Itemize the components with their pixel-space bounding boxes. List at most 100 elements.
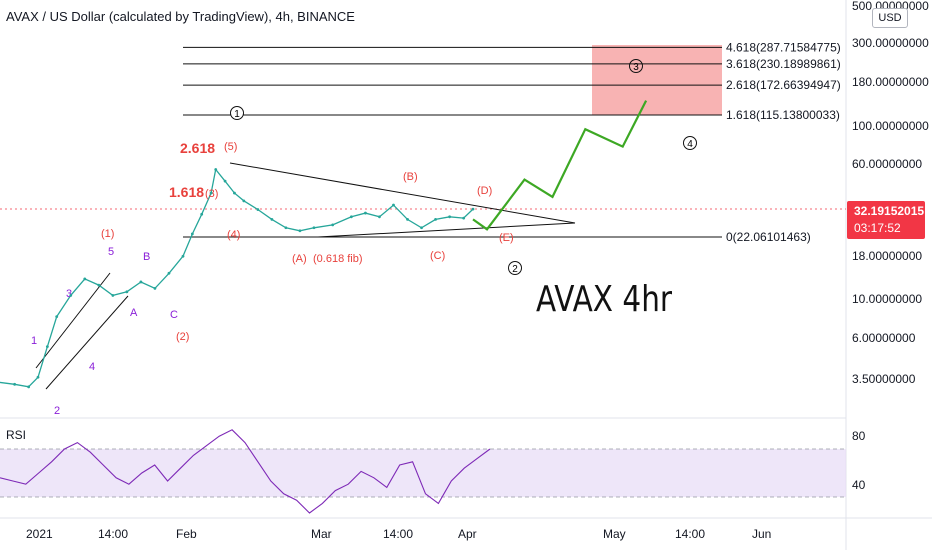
subwave-4: 4 xyxy=(89,361,95,373)
subwave-5: 5 xyxy=(108,246,114,258)
fib-0618-note: (0.618 fib) xyxy=(313,253,363,265)
wave-label-d-paren: (D) xyxy=(477,185,492,197)
rsi-title: RSI xyxy=(6,428,27,442)
subwave-1: 1 xyxy=(31,335,37,347)
price-point xyxy=(83,277,87,281)
price-tick: 180.00000000 xyxy=(852,75,929,89)
price-tick: 100.00000000 xyxy=(852,119,929,133)
fib-label: 2.618(172.66394947) xyxy=(726,78,841,92)
purple-wave-labels: 1 2 3 4 5 A B C xyxy=(31,246,178,417)
time-tick: May xyxy=(603,527,626,541)
time-tick: 14:00 xyxy=(98,527,128,541)
wave-label-a-paren: (A) xyxy=(292,253,307,265)
time-tick: 14:00 xyxy=(383,527,413,541)
fib-levels: 4.618(287.71584775) 3.618(230.18989861) 2.… xyxy=(183,40,841,244)
price-point xyxy=(45,345,49,348)
fib-label: 1.618(115.13800033) xyxy=(726,108,840,122)
price-point xyxy=(223,179,227,183)
circled-wave-2: 2 xyxy=(508,261,522,275)
price-point xyxy=(55,315,59,319)
wedge-upper-line xyxy=(35,272,111,369)
projection-path xyxy=(472,100,648,231)
price-point xyxy=(13,382,17,386)
price-point xyxy=(97,283,101,287)
price-axis: 500.00000000 300.00000000 180.00000000 1… xyxy=(852,0,929,492)
price-point xyxy=(471,207,475,211)
price-point xyxy=(153,286,157,290)
price-tick: 10.00000000 xyxy=(852,292,922,306)
last-price-value: 32.19152015 xyxy=(854,204,925,218)
triangle-lower-line xyxy=(317,222,576,238)
wave-label-e-paren: (E) xyxy=(499,232,514,244)
fib-label: 0(22.06101463) xyxy=(726,230,811,244)
circled-wave-4-label: 4 xyxy=(687,139,693,150)
price-tick: 3.50000000 xyxy=(852,372,916,386)
price-point xyxy=(209,191,213,195)
price-point xyxy=(392,203,395,207)
subwave-a: A xyxy=(130,307,138,319)
wave-label-1-paren: (1) xyxy=(101,228,114,240)
last-price-tag: 32.19152015 03:17:52 xyxy=(847,201,925,239)
price-point xyxy=(349,215,353,219)
fib-ratio-1618: 1.618 xyxy=(169,184,204,200)
price-tick: 6.00000000 xyxy=(852,331,916,345)
price-tick: 60.00000000 xyxy=(852,157,922,171)
time-tick: 14:00 xyxy=(675,527,705,541)
wave-label-5-paren: (5) xyxy=(224,141,237,153)
price-point xyxy=(448,215,452,219)
price-point xyxy=(434,217,437,221)
price-point xyxy=(200,212,204,216)
wedge-lower-line xyxy=(45,295,129,390)
triangle-upper-line xyxy=(229,162,576,224)
currency-selector[interactable]: USD xyxy=(872,8,908,28)
price-point xyxy=(406,217,409,221)
price-point xyxy=(27,385,31,389)
time-axis: 2021 14:00 Feb Mar 14:00 Apr May 14:00 J… xyxy=(26,527,771,541)
price-point xyxy=(111,294,115,297)
price-point xyxy=(69,294,73,297)
price-point xyxy=(167,271,171,275)
price-point xyxy=(181,254,185,258)
circled-wave-1: 1 xyxy=(230,106,244,120)
price-series-line xyxy=(0,168,474,388)
price-point xyxy=(214,168,218,171)
price-point xyxy=(139,280,143,284)
time-tick: Jun xyxy=(752,527,771,541)
wave-label-4-paren: (4) xyxy=(227,229,240,241)
price-point xyxy=(284,226,288,230)
wave-label-b-paren: (B) xyxy=(403,171,418,183)
price-point xyxy=(242,199,246,203)
price-point xyxy=(420,226,423,230)
wave-label-c-paren: (C) xyxy=(430,250,445,262)
subwave-c: C xyxy=(170,309,178,321)
price-point xyxy=(233,191,236,195)
rsi-tick: 40 xyxy=(852,478,866,492)
price-tick: 18.00000000 xyxy=(852,249,922,263)
price-point xyxy=(462,216,466,220)
circled-wave-2-label: 2 xyxy=(512,264,518,275)
red-wave-labels: (1) (2) (5) (3) (4) (A) (B) (C) (D) (E) … xyxy=(101,140,514,343)
target-zone xyxy=(592,45,722,115)
subwave-2: 2 xyxy=(54,405,60,417)
price-point xyxy=(331,223,335,227)
circled-wave-1-label: 1 xyxy=(234,109,240,120)
price-point xyxy=(364,211,367,215)
price-point xyxy=(190,232,194,236)
price-point xyxy=(378,215,381,219)
time-tick: Feb xyxy=(176,527,197,541)
time-tick: Mar xyxy=(311,527,332,541)
price-point xyxy=(270,217,274,221)
circled-wave-4: 4 xyxy=(683,136,697,150)
rsi-band xyxy=(0,449,846,497)
subwave-3: 3 xyxy=(66,288,72,300)
subwave-b: B xyxy=(143,251,150,263)
time-tick: 2021 xyxy=(26,527,53,541)
price-point xyxy=(298,229,302,233)
price-point xyxy=(125,290,129,294)
price-tick: 300.00000000 xyxy=(852,36,929,50)
circled-wave-3: 3 xyxy=(629,59,643,73)
fib-ratio-2618: 2.618 xyxy=(180,140,215,156)
fib-label: 4.618(287.71584775) xyxy=(726,40,841,54)
rsi-tick: 80 xyxy=(852,429,866,443)
